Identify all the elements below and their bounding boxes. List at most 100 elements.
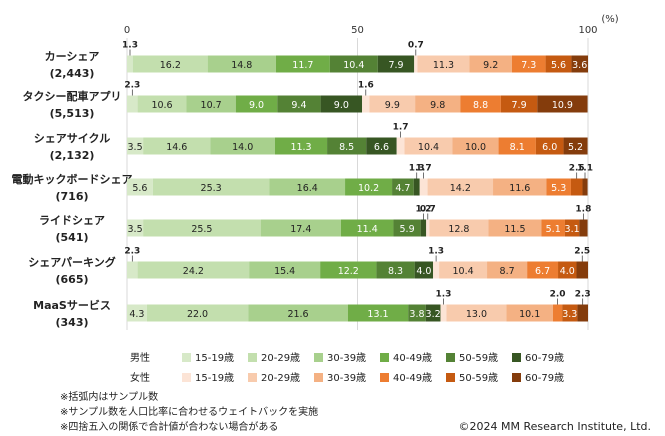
data-label: 4.0 [416, 266, 431, 277]
bar-segment [511, 55, 546, 73]
bar-segment [362, 95, 370, 113]
bar-segment [275, 55, 330, 73]
data-label: 9.4 [291, 100, 306, 111]
legend-swatch [380, 373, 389, 382]
data-label: 1.7 [393, 123, 409, 133]
data-label: 1.6 [358, 81, 374, 91]
footnote: ※サンプル数を人口比率に合わせるウェイトバックを実施 [60, 407, 319, 418]
data-label: 0.7 [420, 205, 436, 215]
legend-label: 50-59歳 [459, 352, 498, 364]
legend-swatch [314, 373, 323, 382]
bar-segment [577, 304, 588, 322]
bar-segment [127, 261, 138, 279]
bar-segment [576, 261, 588, 279]
bar-segment [429, 219, 489, 237]
legend-label: 60-79歳 [525, 352, 564, 364]
data-label: 3.5 [128, 224, 143, 235]
bar-segment [320, 261, 377, 279]
legend-swatch [380, 353, 389, 362]
bar-segment [269, 178, 346, 196]
data-label: 9.0 [334, 100, 349, 111]
category-label: カーシェア [45, 50, 100, 63]
data-label: 10.4 [418, 142, 439, 153]
category-sample-size: (716) [55, 190, 88, 203]
data-label: 22.0 [187, 309, 208, 320]
data-label: 6.6 [374, 142, 389, 153]
data-label: 14.6 [166, 142, 187, 153]
data-label: 3.3 [562, 309, 577, 320]
data-label: 5.3 [551, 183, 566, 194]
data-label: 0.7 [408, 41, 424, 51]
bar-segment [537, 95, 588, 113]
bar-segment [440, 304, 447, 322]
data-label: 10.7 [201, 100, 222, 111]
bar-segment [493, 178, 547, 196]
data-label: 4.7 [395, 183, 410, 194]
data-label: 9.9 [385, 100, 400, 111]
legend-swatch [512, 373, 521, 382]
data-label: 5.1 [546, 224, 561, 235]
category-label: シェアパーキング [28, 255, 115, 269]
bar-segment [248, 304, 348, 322]
category-sample-size: (541) [55, 231, 88, 244]
data-label: 8.8 [473, 100, 488, 111]
category-sample-size: (665) [55, 273, 88, 286]
data-label: 8.1 [510, 142, 525, 153]
bar-segment [137, 95, 187, 113]
data-label: 21.6 [287, 309, 308, 320]
bar-segment [210, 137, 275, 155]
data-label: 11.7 [292, 60, 313, 71]
bar-segment [235, 95, 278, 113]
bar-segment [347, 304, 409, 322]
legend-swatch [182, 353, 191, 362]
bar-segment [545, 55, 572, 73]
data-label: 4.0 [560, 266, 575, 277]
bar-segment [570, 178, 583, 196]
bar-segment [249, 261, 321, 279]
bar-segment [439, 261, 488, 279]
data-label: 3.2 [426, 309, 441, 320]
data-label: 3.6 [572, 60, 587, 71]
bar-segment [564, 219, 580, 237]
data-label: 7.3 [521, 60, 536, 71]
category-labels: カーシェア (2,443) タクシー配車アプリ (5,513) シェアサイクル (2,13… [12, 50, 133, 329]
footnote: ※四捨五入の関係で合計値が合わない場合がある [60, 422, 279, 433]
category-label: MaaSサービス [33, 298, 111, 312]
data-label: 1.3 [435, 290, 451, 300]
data-label: 12.2 [338, 266, 359, 277]
bar-segment [127, 178, 153, 196]
data-label: 1.3 [428, 247, 444, 257]
legend-label: 15-19歳 [195, 372, 234, 384]
bar-segment [446, 304, 507, 322]
x-tick-label: 100 [578, 25, 597, 36]
category-label: ライドシェア [39, 214, 105, 227]
data-label: 11.6 [509, 183, 530, 194]
data-label: 10.9 [552, 100, 573, 111]
data-label: 2.0 [550, 290, 566, 300]
bar-segment [415, 95, 461, 113]
data-label: 9.8 [430, 100, 445, 111]
data-label: 11.4 [357, 224, 378, 235]
bars [127, 55, 588, 322]
data-label: 8.7 [500, 266, 515, 277]
bar-segment [552, 304, 563, 322]
data-label: 1.1 [577, 164, 593, 174]
bar-segment [433, 261, 440, 279]
data-label: 2.3 [124, 81, 140, 91]
footnote: ※括弧内はサンプル数 [60, 392, 159, 403]
x-axis: 0 50 100 (%) [124, 14, 619, 36]
bar-segment [541, 219, 565, 237]
category-sample-size: (343) [55, 316, 88, 329]
bar-segment [414, 55, 418, 73]
category-sample-size: (2,443) [50, 67, 95, 80]
data-label: 5.9 [400, 224, 415, 235]
category-sample-size: (5,513) [50, 107, 95, 120]
legend-swatch [182, 373, 191, 382]
data-label: 24.2 [183, 266, 204, 277]
bar-segment [417, 55, 470, 73]
bar-segment [186, 95, 236, 113]
legend-swatch [248, 353, 257, 362]
data-label: 14.8 [231, 60, 252, 71]
category-label: シェアサイクル [34, 132, 110, 145]
x-tick-label: 50 [351, 25, 364, 36]
